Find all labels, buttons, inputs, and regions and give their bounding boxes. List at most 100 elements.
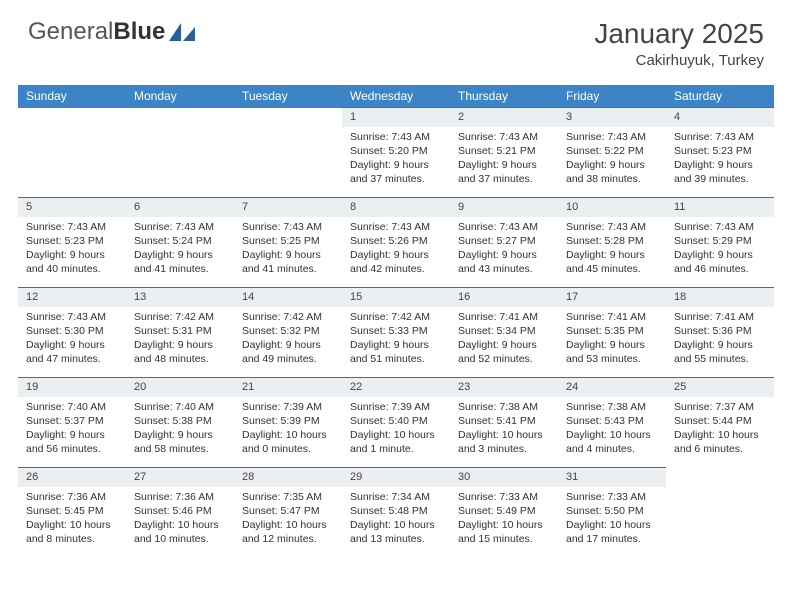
sunrise-line: Sunrise: 7:41 AM xyxy=(566,310,658,324)
sunrise-line: Sunrise: 7:41 AM xyxy=(674,310,766,324)
daylight-line: Daylight: 9 hours and 47 minutes. xyxy=(26,338,118,366)
calendar-cell: 29Sunrise: 7:34 AMSunset: 5:48 PMDayligh… xyxy=(342,468,450,558)
day-number: 10 xyxy=(558,198,666,217)
calendar-cell: 3Sunrise: 7:43 AMSunset: 5:22 PMDaylight… xyxy=(558,108,666,198)
day-number: 15 xyxy=(342,288,450,307)
daylight-line: Daylight: 9 hours and 37 minutes. xyxy=(350,158,442,186)
calendar-cell: 5Sunrise: 7:43 AMSunset: 5:23 PMDaylight… xyxy=(18,198,126,288)
day-body: Sunrise: 7:43 AMSunset: 5:24 PMDaylight:… xyxy=(126,217,234,281)
col-header: Monday xyxy=(126,85,234,108)
sunrise-line: Sunrise: 7:37 AM xyxy=(674,400,766,414)
calendar-cell: 7Sunrise: 7:43 AMSunset: 5:25 PMDaylight… xyxy=(234,198,342,288)
sunset-line: Sunset: 5:50 PM xyxy=(566,504,658,518)
daylight-line: Daylight: 9 hours and 55 minutes. xyxy=(674,338,766,366)
sunrise-line: Sunrise: 7:42 AM xyxy=(350,310,442,324)
calendar-cell: 21Sunrise: 7:39 AMSunset: 5:39 PMDayligh… xyxy=(234,378,342,468)
sunset-line: Sunset: 5:36 PM xyxy=(674,324,766,338)
daylight-line: Daylight: 10 hours and 1 minute. xyxy=(350,428,442,456)
day-number: 22 xyxy=(342,378,450,397)
day-body: Sunrise: 7:34 AMSunset: 5:48 PMDaylight:… xyxy=(342,487,450,551)
sunset-line: Sunset: 5:27 PM xyxy=(458,234,550,248)
sunset-line: Sunset: 5:26 PM xyxy=(350,234,442,248)
day-number: 17 xyxy=(558,288,666,307)
sunrise-line: Sunrise: 7:43 AM xyxy=(242,220,334,234)
sunrise-line: Sunrise: 7:40 AM xyxy=(134,400,226,414)
calendar-cell: 4Sunrise: 7:43 AMSunset: 5:23 PMDaylight… xyxy=(666,108,774,198)
calendar-cell: 28Sunrise: 7:35 AMSunset: 5:47 PMDayligh… xyxy=(234,468,342,558)
sunrise-line: Sunrise: 7:33 AM xyxy=(458,490,550,504)
sunrise-line: Sunrise: 7:36 AM xyxy=(26,490,118,504)
sunrise-line: Sunrise: 7:39 AM xyxy=(350,400,442,414)
calendar-cell: 6Sunrise: 7:43 AMSunset: 5:24 PMDaylight… xyxy=(126,198,234,288)
sunset-line: Sunset: 5:22 PM xyxy=(566,144,658,158)
day-body: Sunrise: 7:39 AMSunset: 5:39 PMDaylight:… xyxy=(234,397,342,461)
calendar-cell: 16Sunrise: 7:41 AMSunset: 5:34 PMDayligh… xyxy=(450,288,558,378)
calendar-row: 1Sunrise: 7:43 AMSunset: 5:20 PMDaylight… xyxy=(18,108,774,198)
calendar-cell: 13Sunrise: 7:42 AMSunset: 5:31 PMDayligh… xyxy=(126,288,234,378)
day-number: 30 xyxy=(450,468,558,487)
col-header: Saturday xyxy=(666,85,774,108)
sunset-line: Sunset: 5:38 PM xyxy=(134,414,226,428)
sunset-line: Sunset: 5:28 PM xyxy=(566,234,658,248)
calendar-cell: 12Sunrise: 7:43 AMSunset: 5:30 PMDayligh… xyxy=(18,288,126,378)
calendar-cell: 25Sunrise: 7:37 AMSunset: 5:44 PMDayligh… xyxy=(666,378,774,468)
calendar-cell xyxy=(666,468,774,558)
sunset-line: Sunset: 5:47 PM xyxy=(242,504,334,518)
day-body: Sunrise: 7:41 AMSunset: 5:35 PMDaylight:… xyxy=(558,307,666,371)
sunrise-line: Sunrise: 7:43 AM xyxy=(134,220,226,234)
daylight-line: Daylight: 9 hours and 41 minutes. xyxy=(134,248,226,276)
daylight-line: Daylight: 10 hours and 12 minutes. xyxy=(242,518,334,546)
sunrise-line: Sunrise: 7:43 AM xyxy=(458,220,550,234)
calendar-row: 19Sunrise: 7:40 AMSunset: 5:37 PMDayligh… xyxy=(18,378,774,468)
day-number: 11 xyxy=(666,198,774,217)
sunrise-line: Sunrise: 7:43 AM xyxy=(350,130,442,144)
daylight-line: Daylight: 9 hours and 41 minutes. xyxy=(242,248,334,276)
day-body: Sunrise: 7:38 AMSunset: 5:41 PMDaylight:… xyxy=(450,397,558,461)
day-body: Sunrise: 7:42 AMSunset: 5:31 PMDaylight:… xyxy=(126,307,234,371)
sunrise-line: Sunrise: 7:43 AM xyxy=(350,220,442,234)
sunrise-line: Sunrise: 7:42 AM xyxy=(242,310,334,324)
calendar-cell: 26Sunrise: 7:36 AMSunset: 5:45 PMDayligh… xyxy=(18,468,126,558)
sunset-line: Sunset: 5:29 PM xyxy=(674,234,766,248)
day-number: 21 xyxy=(234,378,342,397)
sunset-line: Sunset: 5:41 PM xyxy=(458,414,550,428)
calendar-cell: 20Sunrise: 7:40 AMSunset: 5:38 PMDayligh… xyxy=(126,378,234,468)
sunrise-line: Sunrise: 7:43 AM xyxy=(566,130,658,144)
sunset-line: Sunset: 5:44 PM xyxy=(674,414,766,428)
day-number: 9 xyxy=(450,198,558,217)
day-body: Sunrise: 7:43 AMSunset: 5:26 PMDaylight:… xyxy=(342,217,450,281)
daylight-line: Daylight: 9 hours and 43 minutes. xyxy=(458,248,550,276)
calendar-cell xyxy=(234,108,342,198)
calendar-cell: 15Sunrise: 7:42 AMSunset: 5:33 PMDayligh… xyxy=(342,288,450,378)
col-header: Sunday xyxy=(18,85,126,108)
sunset-line: Sunset: 5:21 PM xyxy=(458,144,550,158)
header: GeneralBlue January 2025 Cakirhuyuk, Tur… xyxy=(0,0,792,77)
daylight-line: Daylight: 9 hours and 39 minutes. xyxy=(674,158,766,186)
calendar-row: 12Sunrise: 7:43 AMSunset: 5:30 PMDayligh… xyxy=(18,288,774,378)
day-number: 18 xyxy=(666,288,774,307)
sunset-line: Sunset: 5:39 PM xyxy=(242,414,334,428)
sunrise-line: Sunrise: 7:41 AM xyxy=(458,310,550,324)
calendar-cell: 17Sunrise: 7:41 AMSunset: 5:35 PMDayligh… xyxy=(558,288,666,378)
logo-text: GeneralBlue xyxy=(28,18,165,46)
day-body: Sunrise: 7:43 AMSunset: 5:21 PMDaylight:… xyxy=(450,127,558,191)
day-number: 7 xyxy=(234,198,342,217)
daylight-line: Daylight: 10 hours and 8 minutes. xyxy=(26,518,118,546)
daylight-line: Daylight: 10 hours and 6 minutes. xyxy=(674,428,766,456)
sunset-line: Sunset: 5:23 PM xyxy=(674,144,766,158)
sunrise-line: Sunrise: 7:43 AM xyxy=(458,130,550,144)
sunset-line: Sunset: 5:43 PM xyxy=(566,414,658,428)
day-body: Sunrise: 7:40 AMSunset: 5:37 PMDaylight:… xyxy=(18,397,126,461)
daylight-line: Daylight: 9 hours and 37 minutes. xyxy=(458,158,550,186)
sunrise-line: Sunrise: 7:39 AM xyxy=(242,400,334,414)
sunrise-line: Sunrise: 7:36 AM xyxy=(134,490,226,504)
sunrise-line: Sunrise: 7:33 AM xyxy=(566,490,658,504)
day-number: 4 xyxy=(666,108,774,127)
day-body: Sunrise: 7:42 AMSunset: 5:33 PMDaylight:… xyxy=(342,307,450,371)
calendar-cell: 27Sunrise: 7:36 AMSunset: 5:46 PMDayligh… xyxy=(126,468,234,558)
day-body: Sunrise: 7:36 AMSunset: 5:45 PMDaylight:… xyxy=(18,487,126,551)
daylight-line: Daylight: 9 hours and 40 minutes. xyxy=(26,248,118,276)
day-body: Sunrise: 7:43 AMSunset: 5:27 PMDaylight:… xyxy=(450,217,558,281)
day-number: 23 xyxy=(450,378,558,397)
month-title: January 2025 xyxy=(594,18,764,50)
